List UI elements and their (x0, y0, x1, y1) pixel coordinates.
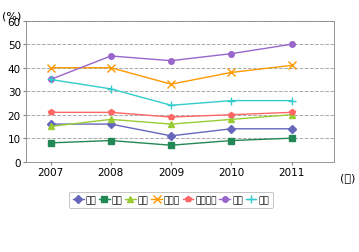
Text: (年): (年) (340, 172, 355, 182)
英国 (48, 125, 53, 129)
韓国 (109, 55, 113, 58)
ドイツ (290, 65, 294, 68)
日本 (169, 135, 173, 138)
日本 (290, 128, 294, 131)
フランス (109, 111, 113, 114)
Line: ドイツ: ドイツ (46, 62, 296, 89)
Line: フランス: フランス (48, 110, 294, 120)
中国 (169, 104, 173, 107)
米国 (290, 137, 294, 140)
韓国 (48, 79, 53, 82)
米国 (48, 142, 53, 145)
Legend: 日本, 米国, 英国, ドイツ, フランス, 韓国, 中国: 日本, 米国, 英国, ドイツ, フランス, 韓国, 中国 (69, 192, 272, 208)
Line: 日本: 日本 (48, 122, 294, 139)
フランス (290, 111, 294, 114)
米国 (229, 139, 234, 142)
Line: 米国: 米国 (48, 136, 294, 148)
日本 (229, 128, 234, 131)
中国 (109, 88, 113, 91)
Line: 中国: 中国 (46, 76, 296, 110)
フランス (169, 116, 173, 119)
韓国 (229, 53, 234, 56)
ドイツ (169, 83, 173, 86)
英国 (229, 118, 234, 121)
Line: 韓国: 韓国 (48, 42, 294, 83)
韓国 (169, 60, 173, 63)
米国 (169, 144, 173, 147)
中国 (229, 100, 234, 103)
Text: (%): (%) (2, 12, 21, 22)
英国 (290, 114, 294, 117)
フランス (48, 111, 53, 114)
ドイツ (229, 72, 234, 75)
日本 (48, 123, 53, 126)
Line: 英国: 英国 (48, 112, 294, 130)
日本 (109, 123, 113, 126)
韓国 (290, 44, 294, 47)
中国 (290, 100, 294, 103)
ドイツ (48, 67, 53, 70)
英国 (169, 123, 173, 126)
フランス (229, 114, 234, 117)
ドイツ (109, 67, 113, 70)
中国 (48, 79, 53, 82)
米国 (109, 139, 113, 142)
英国 (109, 118, 113, 121)
